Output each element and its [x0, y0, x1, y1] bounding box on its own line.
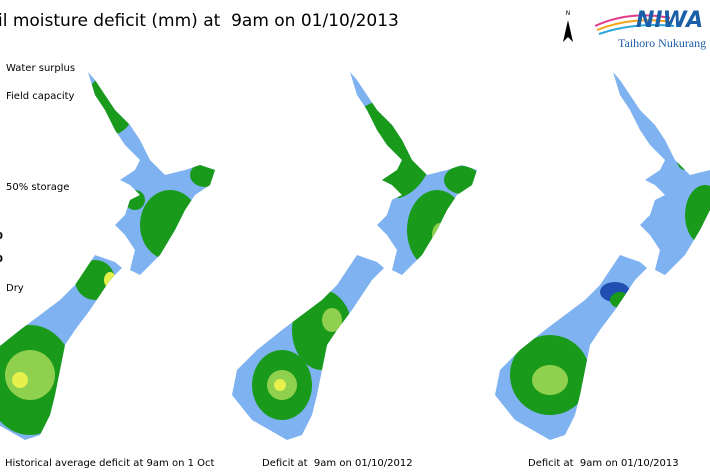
map-caption: Deficit at 9am on 01/10/2013	[528, 458, 679, 469]
legend-label: Dry	[6, 283, 24, 294]
legend-label: 0	[0, 254, 3, 265]
map-caption: Historical average deficit at 9am on 1 O…	[5, 458, 214, 469]
legend-label: 0	[0, 231, 3, 242]
legend-label: Water surplus	[6, 63, 75, 74]
map-caption: Deficit at 9am on 01/10/2012	[262, 458, 413, 469]
map: Deficit at 9am on 01/10/2013	[495, 72, 710, 469]
logo-tagline: Taihoro Nukurang	[618, 36, 706, 50]
north-label: N	[566, 10, 571, 17]
map: Deficit at 9am on 01/10/2012	[232, 72, 477, 469]
north-arrow: N	[563, 10, 573, 42]
title: il moisture deficit (mm) at 9am on 01/10…	[0, 11, 399, 31]
legend-label: Field capacity	[6, 91, 75, 102]
logo: NIWA Taihoro Nukurang	[594, 8, 706, 50]
legend-label: 50% storage	[6, 182, 69, 193]
logo-name: NIWA	[636, 8, 703, 33]
map: Historical average deficit at 9am on 1 O…	[0, 72, 215, 469]
